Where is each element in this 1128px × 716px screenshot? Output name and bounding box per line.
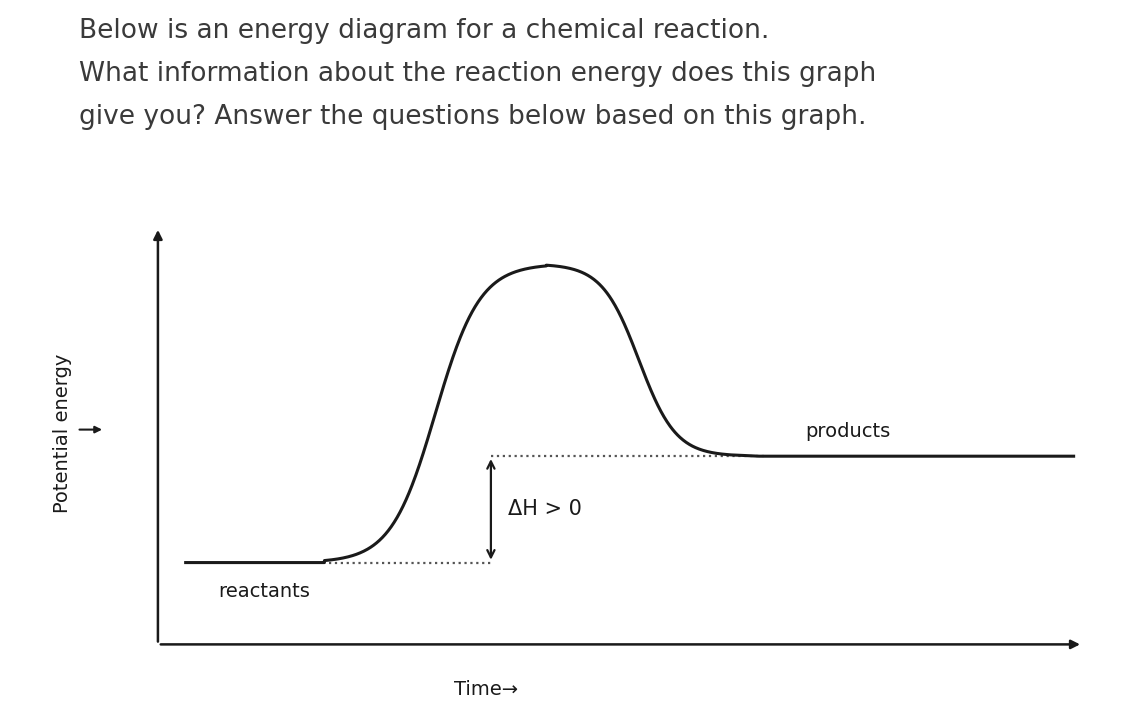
Text: Time→: Time→ [453,680,518,699]
Text: Below is an energy diagram for a chemical reaction.: Below is an energy diagram for a chemica… [79,18,769,44]
Text: Potential energy: Potential energy [53,354,71,513]
Text: reactants: reactants [218,581,310,601]
Text: ΔH > 0: ΔH > 0 [508,499,581,519]
Text: What information about the reaction energy does this graph: What information about the reaction ener… [79,61,876,87]
Text: give you? Answer the questions below based on this graph.: give you? Answer the questions below bas… [79,104,866,130]
Text: products: products [805,422,891,441]
